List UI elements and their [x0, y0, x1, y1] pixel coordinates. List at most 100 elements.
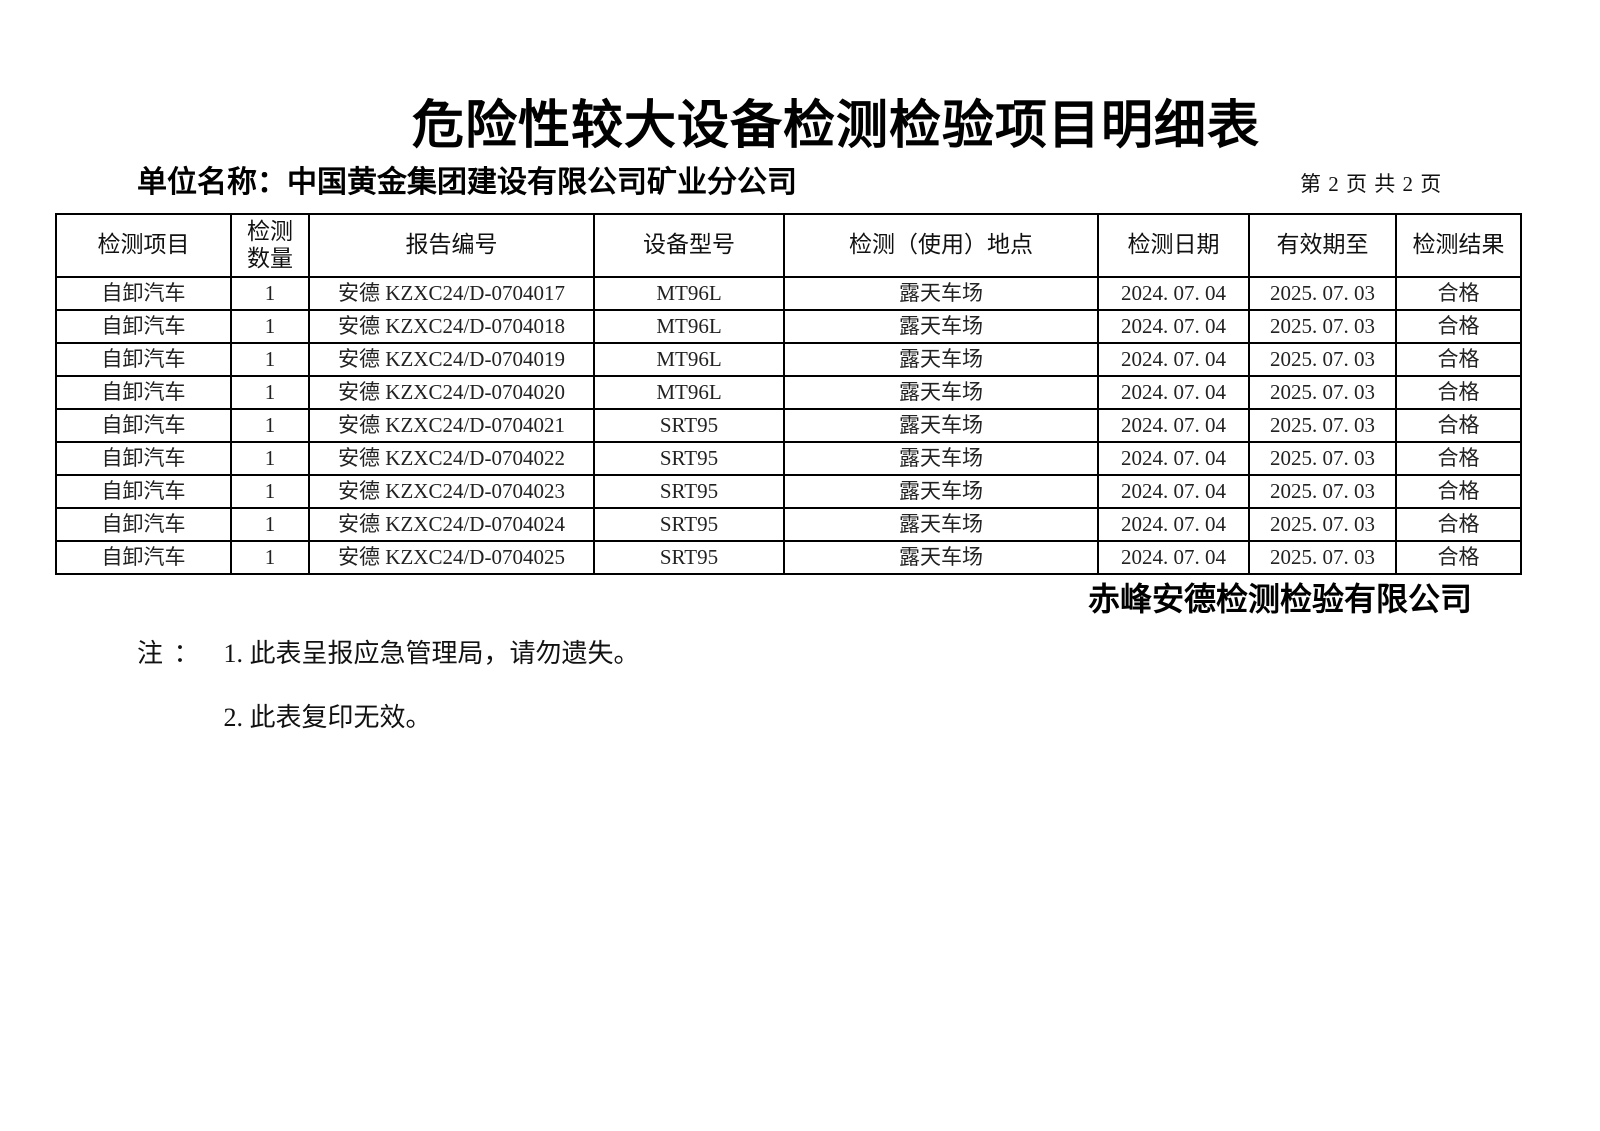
- table-cell: 自卸汽车: [55, 474, 232, 509]
- table-cell: 自卸汽车: [55, 408, 232, 443]
- table-cell: 合格: [1395, 474, 1522, 509]
- table-cell: 2024. 07. 04: [1097, 408, 1250, 443]
- page-number: 第 2 页 共 2 页: [1300, 172, 1443, 196]
- col-header-report-number: 报告编号: [308, 213, 595, 278]
- table-cell: 1: [230, 408, 310, 443]
- table-row: 自卸汽车 1 安德 KZXC24/D-0704017 MT96L 露天车场 2024. 0…: [55, 276, 1522, 311]
- table-cell: 1: [230, 309, 310, 344]
- table-cell: 2025. 07. 03: [1248, 375, 1397, 410]
- table-cell: 1: [230, 375, 310, 410]
- table-cell: 合格: [1395, 309, 1522, 344]
- table-row: 自卸汽车 1 安德 KZXC24/D-0704024 SRT95 露天车场 2024. 0…: [55, 507, 1522, 542]
- table-cell: 自卸汽车: [55, 309, 232, 344]
- table-cell: 2024. 07. 04: [1097, 507, 1250, 542]
- note-item-1: 1. 此表呈报应急管理局，请勿遗失。: [223, 639, 640, 668]
- table-row: 自卸汽车 1 安德 KZXC24/D-0704018 MT96L 露天车场 2024. 0…: [55, 309, 1522, 344]
- unit-name-line: 单位名称：中国黄金集团建设有限公司矿业分公司: [137, 166, 797, 199]
- table-cell: MT96L: [593, 342, 785, 377]
- table-cell: MT96L: [593, 276, 785, 311]
- table-cell: 2024. 07. 04: [1097, 342, 1250, 377]
- unit-name-value: 中国黄金集团建设有限公司矿业分公司: [287, 166, 797, 199]
- table-cell: 自卸汽车: [55, 507, 232, 542]
- table-cell: 露天车场: [783, 375, 1099, 410]
- notes-section: 注 ： 1. 此表呈报应急管理局，请勿遗失。 2. 此表复印无效。: [137, 633, 640, 761]
- table-cell: 露天车场: [783, 474, 1099, 509]
- table-cell: 2025. 07. 03: [1248, 507, 1397, 542]
- page-title: 危险性较大设备检测检验项目明细表: [411, 97, 1260, 155]
- table-cell: 2025. 07. 03: [1248, 309, 1397, 344]
- table-cell: 2024. 07. 04: [1097, 474, 1250, 509]
- col-header-device-model: 设备型号: [593, 213, 785, 278]
- table-cell: 合格: [1395, 441, 1522, 476]
- table-cell: 合格: [1395, 408, 1522, 443]
- col-header-result: 检测结果: [1395, 213, 1522, 278]
- note-item-2: 2. 此表复印无效。: [223, 703, 432, 732]
- table-cell: SRT95: [593, 408, 785, 443]
- table-cell: 露天车场: [783, 342, 1099, 377]
- table-cell: 合格: [1395, 540, 1522, 575]
- table-cell: 2024. 07. 04: [1097, 375, 1250, 410]
- col-header-valid-until: 有效期至: [1248, 213, 1397, 278]
- col-header-quantity: 检测数量: [230, 213, 310, 278]
- unit-name-label: 单位名称：: [137, 166, 287, 199]
- table-cell: 安德 KZXC24/D-0704024: [308, 507, 595, 542]
- table-row: 自卸汽车 1 安德 KZXC24/D-0704023 SRT95 露天车场 2024. 0…: [55, 474, 1522, 509]
- table-cell: 安德 KZXC24/D-0704025: [308, 540, 595, 575]
- table-cell: 合格: [1395, 342, 1522, 377]
- table-cell: 安德 KZXC24/D-0704021: [308, 408, 595, 443]
- table-cell: 自卸汽车: [55, 375, 232, 410]
- notes-label: 注 ：: [137, 639, 202, 668]
- table-row: 自卸汽车 1 安德 KZXC24/D-0704025 SRT95 露天车场 2024. 0…: [55, 540, 1522, 575]
- table-cell: 露天车场: [783, 540, 1099, 575]
- table-cell: 1: [230, 342, 310, 377]
- table-cell: SRT95: [593, 507, 785, 542]
- table-row: 自卸汽车 1 安德 KZXC24/D-0704021 SRT95 露天车场 2024. 0…: [55, 408, 1522, 443]
- table-row: 自卸汽车 1 安德 KZXC24/D-0704020 MT96L 露天车场 2024. 0…: [55, 375, 1522, 410]
- table-body: 自卸汽车 1 安德 KZXC24/D-0704017 MT96L 露天车场 2024. 0…: [55, 276, 1522, 575]
- table-cell: 2025. 07. 03: [1248, 276, 1397, 311]
- col-header-location: 检测（使用）地点: [783, 213, 1099, 278]
- table-cell: 2025. 07. 03: [1248, 540, 1397, 575]
- table-cell: 自卸汽车: [55, 276, 232, 311]
- table-row: 自卸汽车 1 安德 KZXC24/D-0704022 SRT95 露天车场 2024. 0…: [55, 441, 1522, 476]
- table-cell: 2024. 07. 04: [1097, 441, 1250, 476]
- table-cell: 安德 KZXC24/D-0704020: [308, 375, 595, 410]
- table-cell: 合格: [1395, 276, 1522, 311]
- table-cell: 露天车场: [783, 507, 1099, 542]
- table-cell: 露天车场: [783, 309, 1099, 344]
- table-cell: 露天车场: [783, 441, 1099, 476]
- inspection-company-name: 赤峰安德检测检验有限公司: [1087, 581, 1472, 617]
- table-cell: 2025. 07. 03: [1248, 408, 1397, 443]
- table-cell: 安德 KZXC24/D-0704018: [308, 309, 595, 344]
- table-cell: 自卸汽车: [55, 342, 232, 377]
- table-cell: MT96L: [593, 375, 785, 410]
- table-row: 自卸汽车 1 安德 KZXC24/D-0704019 MT96L 露天车场 2024. 0…: [55, 342, 1522, 377]
- table-cell: 2024. 07. 04: [1097, 540, 1250, 575]
- table-cell: 1: [230, 507, 310, 542]
- table-cell: 露天车场: [783, 408, 1099, 443]
- col-header-inspection-item: 检测项目: [55, 213, 232, 278]
- table-header-row: 检测项目 检测数量 报告编号 设备型号 检测（使用）地点 检测日期 有效期至 检…: [55, 213, 1522, 278]
- table-cell: 安德 KZXC24/D-0704017: [308, 276, 595, 311]
- notes-list: 1. 此表呈报应急管理局，请勿遗失。 2. 此表复印无效。: [224, 633, 640, 761]
- inspection-table: 检测项目 检测数量 报告编号 设备型号 检测（使用）地点 检测日期 有效期至 检…: [55, 213, 1522, 575]
- table-cell: 自卸汽车: [55, 540, 232, 575]
- table-cell: 安德 KZXC24/D-0704022: [308, 441, 595, 476]
- table-cell: 2025. 07. 03: [1248, 342, 1397, 377]
- table-cell: 1: [230, 474, 310, 509]
- table-cell: 1: [230, 441, 310, 476]
- table-cell: 合格: [1395, 375, 1522, 410]
- table-cell: 自卸汽车: [55, 441, 232, 476]
- table-cell: SRT95: [593, 540, 785, 575]
- table-cell: 1: [230, 276, 310, 311]
- table-cell: 2025. 07. 03: [1248, 474, 1397, 509]
- table-cell: 安德 KZXC24/D-0704023: [308, 474, 595, 509]
- table-cell: SRT95: [593, 441, 785, 476]
- table-cell: 2024. 07. 04: [1097, 309, 1250, 344]
- table-cell: MT96L: [593, 309, 785, 344]
- table-cell: SRT95: [593, 474, 785, 509]
- col-header-inspection-date: 检测日期: [1097, 213, 1250, 278]
- table-cell: 2024. 07. 04: [1097, 276, 1250, 311]
- table-cell: 合格: [1395, 507, 1522, 542]
- table-cell: 安德 KZXC24/D-0704019: [308, 342, 595, 377]
